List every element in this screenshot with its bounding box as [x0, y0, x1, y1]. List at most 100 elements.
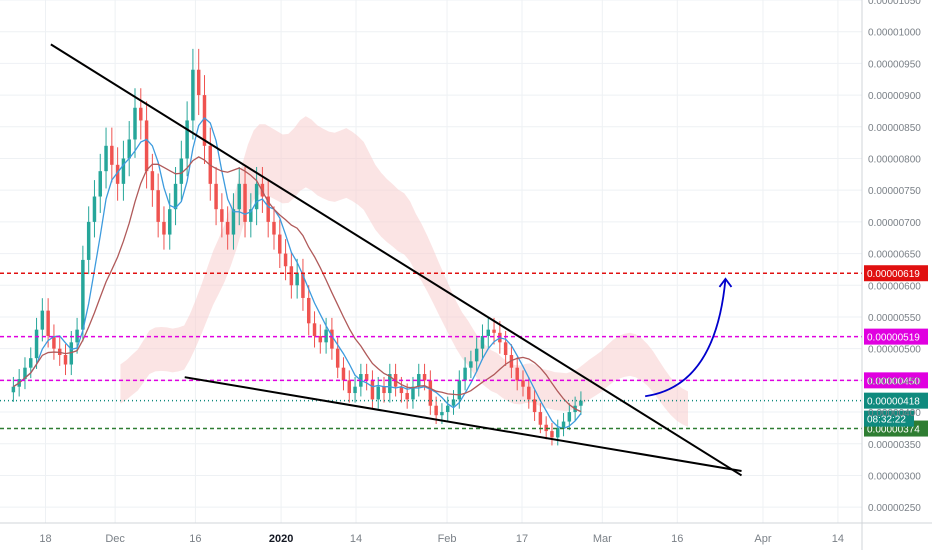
candle-body[interactable]: [243, 183, 247, 222]
candle-body[interactable]: [173, 183, 178, 210]
candle-body[interactable]: [40, 310, 45, 330]
candle-body[interactable]: [376, 386, 380, 400]
candle-body[interactable]: [104, 145, 108, 172]
candle-body[interactable]: [150, 171, 155, 191]
candle-body[interactable]: [196, 69, 201, 96]
candle-body[interactable]: [225, 221, 230, 235]
candle-body[interactable]: [364, 374, 369, 381]
candle-body[interactable]: [231, 209, 236, 235]
candle-body[interactable]: [550, 431, 554, 438]
candle-body[interactable]: [168, 209, 172, 235]
trendline[interactable]: [184, 376, 742, 473]
candle-body[interactable]: [347, 380, 352, 394]
candle-body[interactable]: [133, 107, 137, 140]
candle-body[interactable]: [11, 386, 16, 393]
candle-body[interactable]: [214, 183, 218, 210]
candle-body[interactable]: [34, 329, 39, 359]
candle-body[interactable]: [110, 145, 114, 165]
projection-arrow[interactable]: [645, 278, 727, 398]
candle-body[interactable]: [144, 120, 149, 172]
candle-body[interactable]: [341, 367, 346, 381]
candle-body[interactable]: [382, 386, 386, 394]
candle-body[interactable]: [527, 386, 531, 400]
candle-body[interactable]: [249, 209, 253, 222]
candle-body[interactable]: [63, 355, 68, 365]
candle-body[interactable]: [405, 393, 409, 400]
y-tick-label: 0.00000500: [868, 345, 921, 356]
candle-body[interactable]: [121, 158, 126, 184]
candle-body[interactable]: [324, 329, 328, 343]
candle-body[interactable]: [434, 405, 438, 416]
candle-body[interactable]: [295, 272, 299, 286]
candle-body[interactable]: [532, 399, 537, 413]
y-tick-label: 0.00000300: [868, 471, 921, 482]
candle-body[interactable]: [335, 348, 340, 368]
candle-body[interactable]: [115, 164, 120, 184]
countdown-bg: [864, 410, 914, 427]
candle-body[interactable]: [289, 266, 294, 286]
candle-body[interactable]: [202, 95, 207, 146]
candle-body[interactable]: [370, 380, 375, 400]
candle-body[interactable]: [417, 374, 421, 387]
candle-body[interactable]: [306, 297, 311, 324]
candle-body[interactable]: [486, 329, 490, 336]
candle-body[interactable]: [23, 367, 27, 380]
candle-body[interactable]: [29, 358, 33, 368]
candle-body[interactable]: [220, 209, 224, 222]
candle-body[interactable]: [463, 367, 467, 381]
candle-body[interactable]: [399, 386, 404, 394]
candle-body[interactable]: [283, 253, 288, 267]
candle-body[interactable]: [353, 386, 357, 394]
candle-body[interactable]: [162, 221, 166, 235]
candle-body[interactable]: [237, 183, 241, 210]
candle-body[interactable]: [422, 374, 427, 381]
candle-body[interactable]: [579, 400, 583, 406]
candle-body[interactable]: [440, 412, 444, 416]
candle-body[interactable]: [179, 158, 184, 184]
candle-body[interactable]: [457, 380, 462, 400]
candle-body[interactable]: [312, 323, 317, 336]
candle-body[interactable]: [46, 310, 50, 336]
candle-body[interactable]: [98, 171, 102, 197]
candle-body[interactable]: [191, 69, 195, 121]
candle-body[interactable]: [556, 427, 560, 438]
y-tick-label: 0.00000800: [868, 154, 921, 165]
candle-body[interactable]: [127, 139, 131, 159]
candle-body[interactable]: [330, 329, 334, 349]
candle-body[interactable]: [561, 421, 566, 428]
candle-body[interactable]: [515, 367, 519, 381]
candle-body[interactable]: [92, 196, 97, 222]
candle-body[interactable]: [318, 335, 323, 343]
candle-body[interactable]: [567, 412, 572, 422]
candle-body[interactable]: [445, 405, 450, 413]
candle-body[interactable]: [509, 355, 514, 368]
candle-body[interactable]: [301, 272, 305, 298]
candle-body[interactable]: [278, 234, 282, 254]
level-label-bg: [864, 392, 928, 409]
candle-body[interactable]: [538, 412, 543, 425]
trendline[interactable]: [50, 43, 743, 477]
candle-body[interactable]: [411, 386, 415, 400]
candle-body[interactable]: [503, 342, 508, 356]
candle-body[interactable]: [52, 335, 56, 349]
candle-body[interactable]: [451, 399, 456, 406]
candle-body[interactable]: [480, 335, 485, 349]
candle-body[interactable]: [185, 120, 189, 159]
candle-body[interactable]: [388, 374, 392, 394]
candle-body[interactable]: [86, 221, 91, 260]
candle-body[interactable]: [266, 196, 270, 222]
candle-body[interactable]: [469, 361, 473, 368]
candle-body[interactable]: [428, 380, 433, 406]
candle-body[interactable]: [272, 221, 276, 235]
candle-body[interactable]: [492, 329, 496, 333]
candle-body[interactable]: [81, 259, 85, 330]
candle-body[interactable]: [521, 380, 525, 387]
candle-body[interactable]: [69, 342, 74, 365]
candle-body[interactable]: [139, 107, 143, 121]
candle-body[interactable]: [474, 348, 479, 362]
candle-body[interactable]: [254, 183, 259, 210]
candle-body[interactable]: [156, 190, 160, 222]
